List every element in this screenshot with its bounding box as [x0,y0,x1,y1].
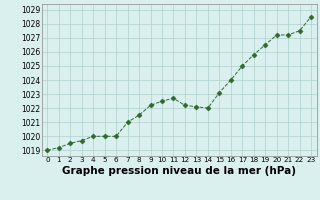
X-axis label: Graphe pression niveau de la mer (hPa): Graphe pression niveau de la mer (hPa) [62,166,296,176]
